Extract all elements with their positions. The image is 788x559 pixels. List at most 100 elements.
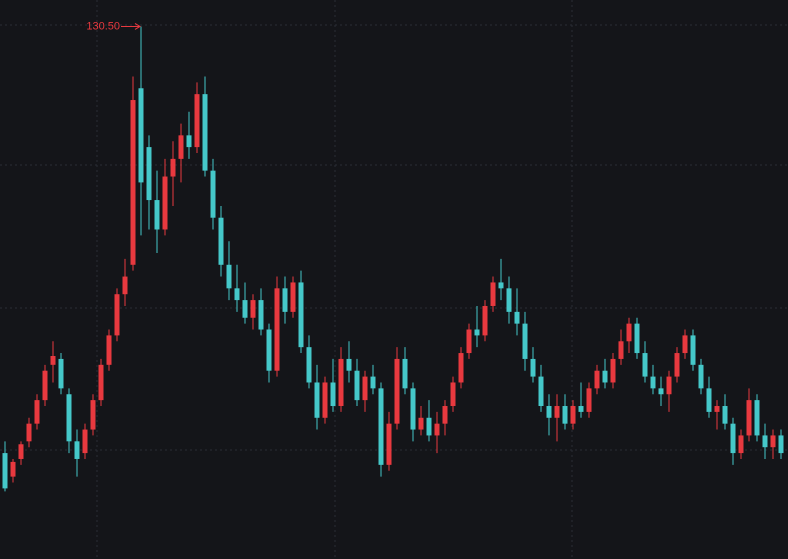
candle-body <box>362 376 368 401</box>
candle-body <box>698 364 704 389</box>
candle-body <box>770 435 776 448</box>
candle-body <box>50 355 56 365</box>
candle-body <box>298 282 304 348</box>
candle-body <box>754 400 760 436</box>
candle-body <box>674 353 680 377</box>
candle-body <box>530 358 536 377</box>
candle-body <box>346 358 352 371</box>
candle-body <box>586 388 592 412</box>
candle-body <box>386 423 392 465</box>
candle-body <box>474 329 480 336</box>
candle-body <box>378 388 384 465</box>
candle-body <box>458 353 464 383</box>
candle-body <box>2 453 8 489</box>
candle-body <box>410 388 416 430</box>
candle-body <box>570 406 576 424</box>
candle-body <box>218 217 224 265</box>
candle-body <box>322 382 328 418</box>
annotation-arrowhead <box>134 23 141 30</box>
candle-body <box>258 300 264 330</box>
candle-body <box>626 323 632 342</box>
candle-body <box>138 88 144 183</box>
candle-body <box>274 288 280 371</box>
candle-body <box>354 370 360 401</box>
candle-body <box>394 358 400 424</box>
candle-body <box>578 406 584 412</box>
candle-body <box>722 406 728 424</box>
candle-body <box>522 323 528 359</box>
candle-body <box>482 305 488 336</box>
candle-body <box>282 288 288 312</box>
candle-body <box>442 406 448 424</box>
candle-body <box>730 423 736 454</box>
candle-body <box>658 388 664 395</box>
candle-body <box>490 282 496 306</box>
candle-body <box>562 406 568 424</box>
candle-body <box>122 276 128 295</box>
candle-body <box>178 135 184 159</box>
candle-body <box>98 364 104 401</box>
candle-body <box>170 158 176 177</box>
candle-body <box>506 288 512 312</box>
candle-body <box>330 382 336 407</box>
candle-body <box>18 444 24 459</box>
candle-body <box>706 388 712 412</box>
candle-body <box>226 264 232 289</box>
annotation-label: 130.50 <box>86 20 120 32</box>
candle-body <box>466 329 472 354</box>
candle-body <box>266 329 272 371</box>
candle-body <box>314 382 320 418</box>
candle-body <box>602 370 608 383</box>
candle-body <box>290 282 296 312</box>
candle-body <box>202 94 208 171</box>
candle-body <box>762 435 768 448</box>
candle-body <box>34 400 40 424</box>
candle-body <box>666 376 672 395</box>
candle-body <box>10 461 16 477</box>
candle-body <box>82 429 88 454</box>
candle-body <box>26 423 32 442</box>
candle-body <box>370 376 376 389</box>
candle-body <box>58 358 64 389</box>
candle-body <box>610 358 616 383</box>
candle-body <box>538 376 544 407</box>
candle-body <box>210 170 216 218</box>
candle-body <box>450 382 456 407</box>
candle-body <box>74 441 80 459</box>
candle-body <box>162 176 168 230</box>
candle-body <box>746 400 752 436</box>
candle-body <box>650 376 656 389</box>
candle-body <box>618 341 624 359</box>
candle-body <box>634 323 640 354</box>
candle-body <box>42 370 48 401</box>
candle-body <box>690 335 696 365</box>
candle-body <box>546 406 552 418</box>
candle-body <box>194 94 200 148</box>
candle-body <box>738 435 744 454</box>
candle-body <box>250 300 256 318</box>
candle-body <box>106 335 112 365</box>
candle-body <box>154 200 160 230</box>
candle-body <box>242 300 248 318</box>
candle-body <box>426 417 432 436</box>
candle-body <box>434 423 440 436</box>
candle-body <box>338 358 344 407</box>
candle-body <box>146 147 152 201</box>
candle-body <box>306 347 312 383</box>
candle-body <box>778 435 784 454</box>
candle-body <box>114 294 120 336</box>
candle-body <box>682 335 688 354</box>
candle-body <box>714 406 720 412</box>
candle-body <box>186 135 192 148</box>
candle-body <box>554 406 560 418</box>
candle-body <box>66 394 72 442</box>
candle-body <box>234 288 240 301</box>
candle-body <box>498 282 504 289</box>
candle-body <box>90 400 96 430</box>
candle-body <box>642 353 648 377</box>
candle-body <box>402 358 408 389</box>
candle-body <box>130 100 136 265</box>
